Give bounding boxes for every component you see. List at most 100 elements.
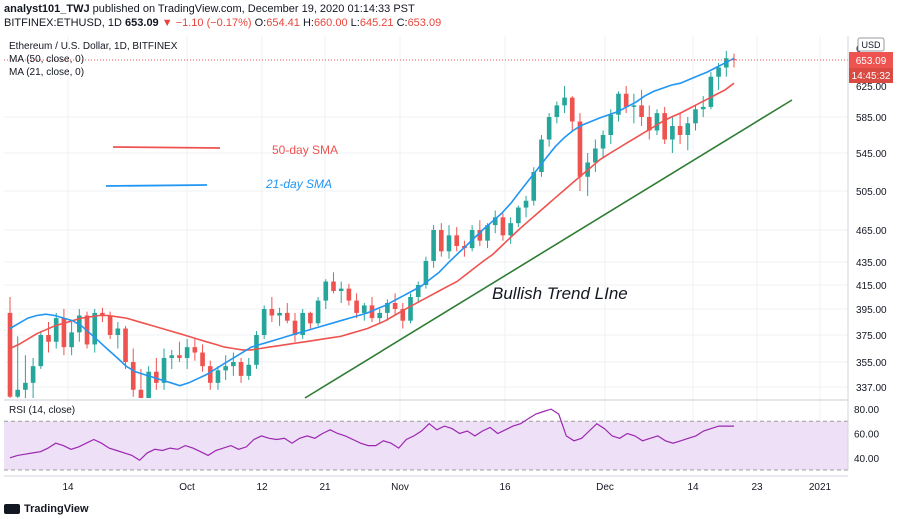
x-tick-label-2: 12: [256, 482, 268, 493]
candle-body-27: [215, 370, 221, 383]
tradingview-watermark[interactable]: TradingView: [4, 503, 89, 515]
ma50-legend: MA (50, close, 0): [9, 54, 84, 65]
candle-body-77: [600, 135, 606, 149]
candle-body-76: [593, 148, 598, 163]
candle-body-49: [385, 303, 390, 313]
x-tick-label-6: Dec: [596, 482, 614, 493]
candle-58: [454, 227, 460, 252]
candle-body-6: [53, 318, 59, 342]
candle-37: [292, 312, 298, 342]
candle-body-56: [439, 230, 444, 252]
symbol-name: BITFINEX:ETHUSD, 1D: [4, 17, 122, 29]
candle-2: [23, 355, 28, 398]
candle-39: [308, 311, 313, 329]
candle-body-50: [392, 303, 398, 309]
rsi-tick-label-2: 80.00: [854, 405, 879, 416]
candle-body-33: [261, 309, 267, 335]
candle-84: [654, 109, 660, 135]
candle-body-74: [577, 121, 583, 177]
candle-45: [354, 293, 359, 319]
y-tick-label-0: 337.00: [856, 383, 887, 394]
ma50-line: [9, 82, 735, 351]
price-change: ▼ −1.10 (−0.17%): [161, 17, 252, 29]
candle-77: [600, 130, 606, 158]
candle-body-2: [23, 382, 28, 390]
candle-body-5: [46, 335, 51, 342]
sma21-label: 21-day SMA: [265, 177, 332, 191]
candle-body-51: [400, 309, 406, 321]
currency-label: USD: [861, 40, 881, 50]
candle-55: [431, 225, 436, 268]
x-tick-label-1: Oct: [179, 482, 195, 493]
candle-body-22: [177, 355, 182, 358]
countdown-text: 14:45:32: [852, 71, 891, 82]
candle-25: [200, 344, 205, 372]
publish-date: published on TradingView.com, December 1…: [92, 3, 415, 15]
candle-body-17: [138, 389, 144, 398]
tradingview-logo-icon: [4, 504, 20, 514]
candle-4: [38, 331, 44, 369]
candle-body-78: [608, 114, 614, 135]
candle-31: [246, 357, 252, 381]
candle-79: [616, 91, 621, 122]
candle-body-16: [130, 362, 136, 390]
candle-body-91: [708, 76, 714, 107]
candle-body-26: [207, 366, 213, 383]
candle-43: [338, 281, 344, 303]
candle-body-65: [508, 223, 513, 236]
sma50-label: 50-day SMA: [272, 143, 338, 157]
sma50-sample-line: [112, 146, 221, 149]
candle-70: [546, 113, 552, 147]
candle-46: [361, 303, 367, 321]
y-tick-label-3: 395.00: [856, 305, 887, 316]
candle-body-3: [30, 366, 36, 383]
low-value: 645.21: [359, 17, 394, 29]
candle-38: [300, 309, 305, 340]
candle-51: [400, 303, 406, 329]
open-value: 654.41: [266, 17, 300, 29]
candle-26: [207, 360, 213, 390]
open-label: O:: [254, 17, 267, 29]
candle-64: [500, 213, 506, 241]
candle-body-70: [546, 117, 552, 140]
high-label: H:: [302, 17, 314, 29]
candle-body-14: [115, 328, 121, 335]
candle-48: [377, 309, 383, 324]
candle-body-57: [446, 235, 452, 252]
candle-75: [585, 153, 590, 196]
x-tick-label-0: 14: [62, 482, 74, 493]
high-value: 660.00: [313, 17, 348, 29]
candle-91: [708, 72, 714, 110]
author-name[interactable]: analyst101_TWJ: [4, 3, 90, 15]
candle-body-23: [184, 347, 190, 358]
candle-body-35: [277, 312, 282, 316]
candle-body-0: [7, 312, 13, 397]
candle-66: [516, 205, 521, 228]
rsi-line: [9, 408, 734, 462]
candle-body-79: [616, 93, 621, 115]
candle-80: [623, 86, 629, 114]
candle-7: [61, 309, 67, 356]
candle-40: [315, 297, 321, 326]
candle-30: [238, 357, 244, 383]
candle-22: [177, 341, 182, 362]
candle-body-44: [346, 288, 352, 301]
publish-info: analyst101_TWJ published on TradingView.…: [4, 3, 415, 15]
bullish-trend-line: [304, 99, 793, 399]
candle-53: [415, 281, 421, 303]
rsi-legend: RSI (14, close): [9, 405, 75, 416]
candle-body-19: [154, 371, 159, 383]
candle-body-29: [231, 362, 236, 367]
candle-body-25: [200, 352, 205, 367]
candle-body-15: [123, 328, 128, 362]
candle-body-4: [38, 335, 44, 367]
candle-body-34: [269, 309, 275, 316]
candle-body-53: [415, 285, 421, 297]
candle-23: [184, 339, 190, 369]
candle-35: [277, 307, 282, 326]
candle-body-90: [700, 106, 706, 110]
x-tick-label-8: 23: [751, 482, 763, 493]
candle-body-36: [284, 312, 290, 321]
candle-19: [154, 357, 159, 390]
